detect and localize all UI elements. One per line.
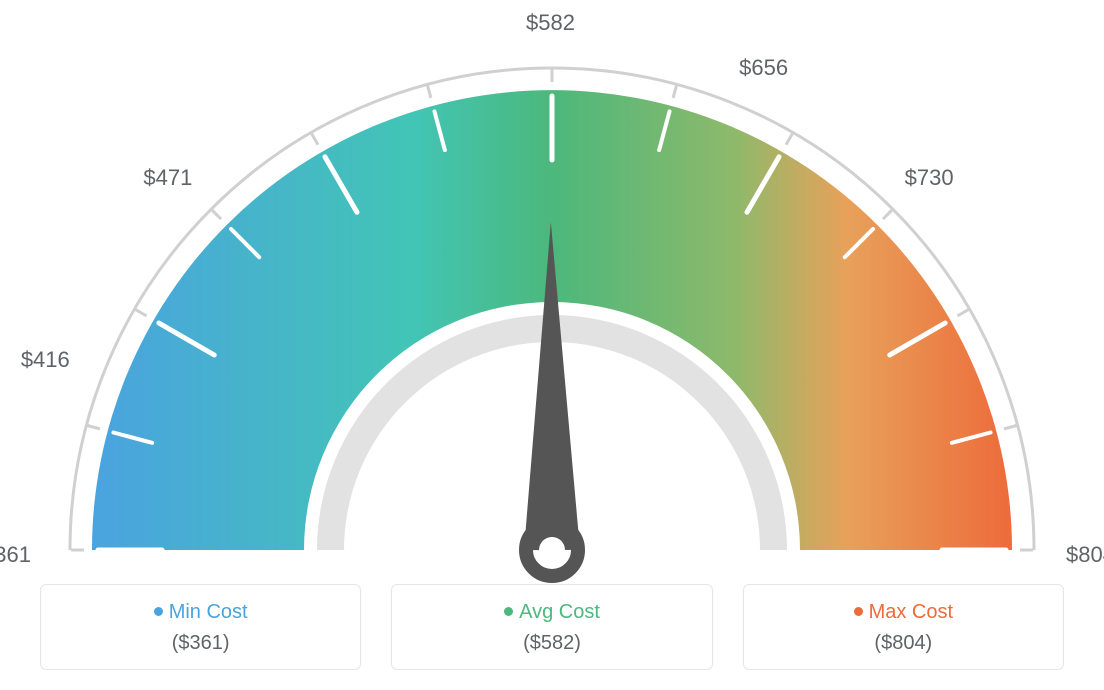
gauge-svg [42, 40, 1062, 600]
gauge-tick-label: $416 [21, 347, 70, 373]
legend-card-avg: Avg Cost ($582) [391, 584, 712, 670]
legend-dot-min [154, 607, 163, 616]
legend-card-max: Max Cost ($804) [743, 584, 1064, 670]
legend-avg-label: Avg Cost [519, 601, 600, 623]
gauge-chart-container: { "gauge": { "type": "gauge", "min_value… [0, 0, 1104, 690]
gauge-tick-label: $361 [0, 542, 31, 568]
gauge-tick-label: $730 [905, 165, 954, 191]
legend-card-min: Min Cost ($361) [40, 584, 361, 670]
gauge-tick-label: $471 [143, 165, 192, 191]
gauge-group [70, 68, 1034, 576]
legend-avg-title: Avg Cost [412, 601, 691, 624]
legend-avg-value: ($582) [412, 632, 691, 655]
gauge-tick-label: $656 [739, 55, 788, 81]
legend-dot-avg [504, 607, 513, 616]
legend-row: Min Cost ($361) Avg Cost ($582) Max Cost… [40, 584, 1064, 670]
legend-max-value: ($804) [764, 632, 1043, 655]
gauge-tick-label: $582 [526, 10, 575, 36]
legend-dot-max [854, 607, 863, 616]
gauge-tick-label: $804 [1066, 542, 1104, 568]
legend-max-title: Max Cost [764, 601, 1043, 624]
legend-min-value: ($361) [61, 632, 340, 655]
legend-min-title: Min Cost [61, 601, 340, 624]
legend-min-label: Min Cost [169, 601, 248, 623]
legend-max-label: Max Cost [869, 601, 953, 623]
gauge-area: $361 $416 $471 $582 $656 $730 $804 [0, 0, 1104, 580]
